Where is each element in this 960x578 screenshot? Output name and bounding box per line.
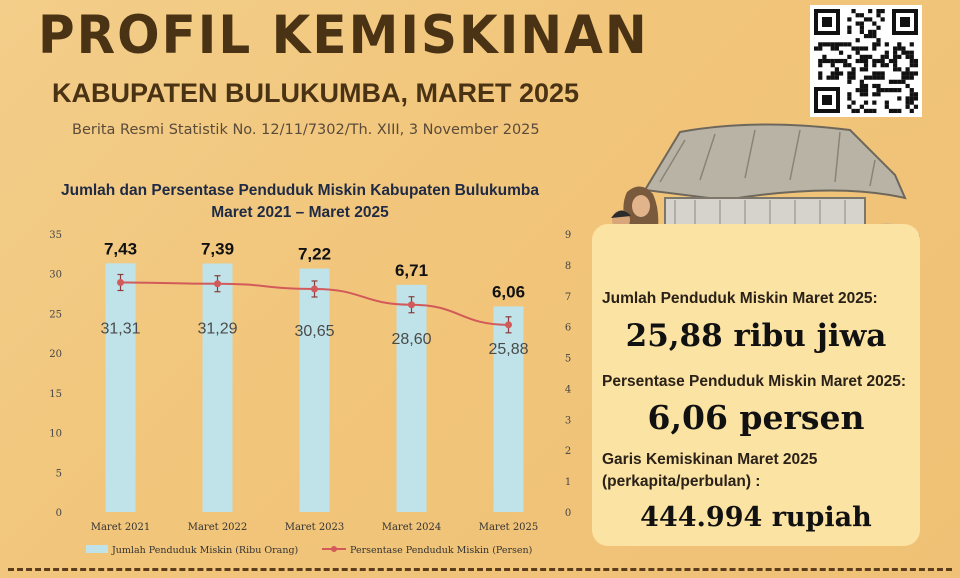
line-data-label: 7,39: [201, 239, 234, 258]
percent-label: Persentase Penduduk Miskin Maret 2025:: [602, 373, 907, 390]
y-left-tick: 0: [56, 508, 62, 519]
y-right-tick: 6: [565, 323, 571, 334]
bar: [105, 263, 136, 512]
legend-label-bar: Jumlah Penduduk Miskin (Ribu Orang): [111, 545, 298, 556]
bar-data-label: 28,60: [391, 331, 431, 348]
bar: [299, 268, 330, 512]
poverty-line-sublabel: (perkapita/perbulan) :: [602, 473, 761, 490]
chart-legend: Jumlah Penduduk Miskin (Ribu Orang) Pers…: [86, 545, 532, 556]
line-point: [408, 301, 415, 309]
y-left-tick: 30: [49, 270, 62, 281]
y-right-tick: 5: [565, 354, 571, 365]
page-title: PROFIL KEMISKINAN: [38, 4, 649, 66]
y-right-tick: 1: [565, 477, 571, 488]
bar: [396, 284, 427, 512]
y-right-tick: 9: [565, 230, 571, 241]
poverty-chart: Jumlah dan Persentase Penduduk Miskin Ka…: [49, 182, 571, 556]
y-right-tick: 8: [565, 261, 571, 272]
x-tick-label: Maret 2025: [479, 522, 539, 533]
x-tick-label: Maret 2021: [91, 522, 151, 533]
chart-title: Jumlah dan Persentase Penduduk Miskin Ka…: [61, 182, 539, 199]
line-point: [505, 321, 512, 329]
bar-data-label: 25,88: [488, 341, 528, 358]
y-right-tick: 3: [565, 415, 571, 426]
bar: [202, 263, 233, 512]
y-left-tick: 10: [49, 429, 62, 440]
line-data-label: 7,43: [104, 239, 137, 258]
page-subtitle: KABUPATEN BULUKUMBA, MARET 2025: [52, 78, 580, 108]
poverty-line-label: Garis Kemiskinan Maret 2025: [602, 451, 818, 468]
chart-subtitle: Maret 2021 – Maret 2025: [211, 204, 389, 221]
y-left-tick: 25: [49, 309, 62, 320]
y-left-tick: 35: [49, 230, 62, 241]
y-left-tick: 15: [49, 389, 62, 400]
legend-swatch-bar: [86, 545, 108, 553]
bar-data-label: 30,65: [294, 323, 334, 340]
qr-code-icon[interactable]: [810, 5, 922, 117]
line-point: [117, 278, 124, 286]
y-right-tick: 4: [565, 384, 571, 395]
legend-swatch-marker: [331, 546, 337, 552]
count-value: 25,88 ribu jiwa: [625, 318, 887, 354]
bar-data-label: 31,31: [100, 321, 140, 338]
count-label: Jumlah Penduduk Miskin Maret 2025:: [602, 290, 878, 307]
y-right-tick: 0: [565, 508, 571, 519]
line-point: [214, 280, 221, 288]
x-tick-label: Maret 2022: [188, 522, 248, 533]
percent-value: 6,06 persen: [647, 398, 865, 437]
release-reference: Berita Resmi Statistik No. 12/11/7302/Th…: [72, 122, 540, 138]
y-right-tick: 2: [565, 446, 571, 457]
line-data-label: 6,06: [492, 282, 525, 301]
bottom-divider: [8, 568, 952, 571]
line-data-label: 6,71: [395, 261, 428, 280]
poverty-line-value: 444.994 rupiah: [640, 502, 872, 533]
bar-data-label: 31,29: [197, 321, 237, 338]
y-left-tick: 5: [56, 468, 62, 479]
line-data-label: 7,22: [298, 245, 331, 264]
x-tick-label: Maret 2024: [382, 522, 442, 533]
legend-label-line: Persentase Penduduk Miskin (Persen): [350, 545, 532, 556]
bar: [493, 306, 524, 512]
y-right-tick: 7: [565, 292, 571, 303]
line-point: [311, 285, 318, 293]
y-left-tick: 20: [49, 349, 62, 360]
summary-card: Jumlah Penduduk Miskin Maret 2025: 25,88…: [592, 224, 920, 546]
x-tick-label: Maret 2023: [285, 522, 345, 533]
